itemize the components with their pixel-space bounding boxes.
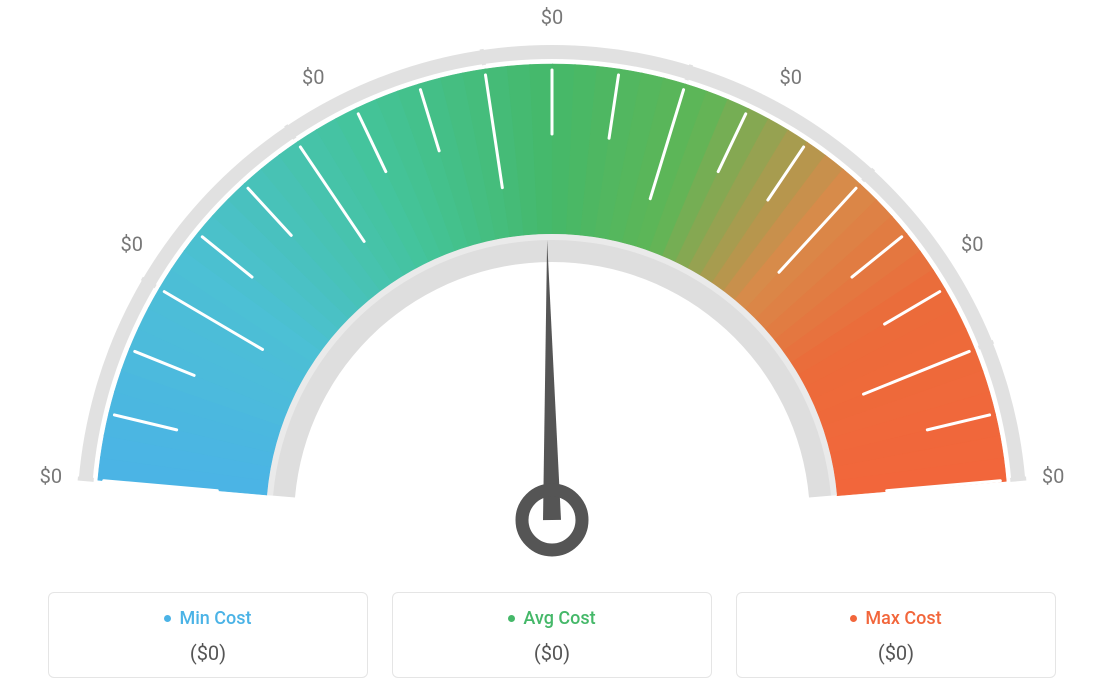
gauge-cost-infographic: $0 $0 $0 $0 $0 $0 $0 Min Cost ($0) Avg Cost ($… bbox=[0, 0, 1104, 690]
legend-label-avg: Avg Cost bbox=[523, 608, 595, 629]
legend-dot-max bbox=[850, 615, 857, 622]
legend-label-min: Min Cost bbox=[179, 608, 251, 629]
legend-card-avg: Avg Cost ($0) bbox=[392, 592, 712, 678]
gauge-tick-label: $0 bbox=[302, 65, 324, 89]
gauge-area: $0 $0 $0 $0 $0 $0 $0 bbox=[0, 0, 1104, 560]
gauge-tick-label: $0 bbox=[40, 464, 62, 488]
legend-label-max: Max Cost bbox=[865, 608, 941, 629]
legend-value-max: ($0) bbox=[747, 641, 1045, 665]
gauge-tick-label: $0 bbox=[779, 65, 801, 89]
legend-card-max: Max Cost ($0) bbox=[736, 592, 1056, 678]
legend-row: Min Cost ($0) Avg Cost ($0) Max Cost ($0… bbox=[48, 592, 1056, 678]
legend-card-min: Min Cost ($0) bbox=[48, 592, 368, 678]
gauge-tick-label: $0 bbox=[961, 232, 983, 256]
gauge-tick-label: $0 bbox=[1042, 464, 1064, 488]
legend-value-min: ($0) bbox=[59, 641, 357, 665]
gauge-svg bbox=[0, 0, 1104, 560]
gauge-tick-label: $0 bbox=[120, 232, 142, 256]
legend-dot-min bbox=[164, 615, 171, 622]
legend-value-avg: ($0) bbox=[403, 641, 701, 665]
gauge-tick-label: $0 bbox=[541, 5, 563, 29]
legend-dot-avg bbox=[508, 615, 515, 622]
